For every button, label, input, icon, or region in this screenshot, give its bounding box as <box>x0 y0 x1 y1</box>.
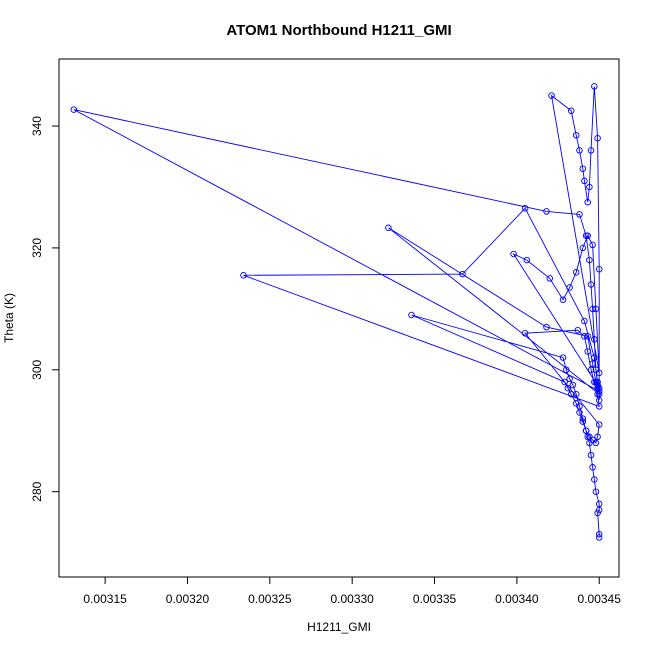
data-point <box>543 208 550 215</box>
data-point <box>579 165 587 172</box>
y-axis: 280 300 320 340 <box>30 116 60 502</box>
data-point <box>561 378 568 386</box>
plot-frame <box>58 58 620 578</box>
data-point <box>592 305 600 313</box>
data-point <box>589 305 596 313</box>
data-point <box>591 476 598 483</box>
data-point <box>582 427 590 434</box>
data-point <box>595 421 603 428</box>
data-point <box>591 354 598 361</box>
data-point <box>595 397 603 404</box>
y-tick-label: 280 <box>30 481 44 501</box>
data-point <box>576 147 583 154</box>
data-point <box>559 354 567 361</box>
x-tick-label: 0.00325 <box>248 592 292 606</box>
data-point <box>595 390 603 398</box>
data-point <box>589 464 596 471</box>
data-point <box>595 265 603 273</box>
data-point <box>594 381 601 389</box>
data-point <box>586 183 593 191</box>
data-point <box>521 205 529 212</box>
data-point <box>543 323 550 331</box>
x-tick-label: 0.00345 <box>578 592 622 606</box>
data-point <box>385 224 392 232</box>
data-point <box>574 326 582 334</box>
x-axis-label: H1211_GMI <box>307 620 371 634</box>
data-point <box>459 270 466 278</box>
data-point <box>584 433 591 441</box>
data-point <box>587 451 595 459</box>
data-point <box>521 329 529 337</box>
data-point <box>581 317 588 325</box>
data-point <box>579 418 587 425</box>
data-point <box>510 250 517 258</box>
data-point <box>581 177 588 185</box>
data-point <box>595 403 603 410</box>
data-point <box>566 284 573 291</box>
data-point <box>548 92 555 99</box>
data-point <box>584 232 591 239</box>
data-point <box>589 241 596 249</box>
data-point <box>589 360 596 367</box>
x-tick-label: 0.00340 <box>495 592 539 606</box>
data-point <box>595 534 603 541</box>
x-tick-label: 0.00320 <box>166 592 210 606</box>
data-point <box>581 333 588 340</box>
data-point <box>584 333 591 340</box>
data-point <box>587 366 595 374</box>
data-point <box>591 336 598 343</box>
data-point <box>595 506 603 514</box>
data-point <box>594 134 601 142</box>
data-point <box>584 348 591 355</box>
data-point <box>579 244 587 252</box>
data-point <box>591 83 598 90</box>
data-point <box>566 375 573 383</box>
data-point <box>595 369 603 377</box>
data-point <box>572 269 580 276</box>
data-point <box>579 415 587 422</box>
data-point <box>567 107 575 115</box>
data-point <box>595 387 603 395</box>
data-point <box>595 531 603 538</box>
x-tick-label: 0.00315 <box>83 592 127 606</box>
data-point <box>587 147 595 154</box>
data-point <box>408 311 415 319</box>
y-axis-label: Theta (K) <box>2 293 16 343</box>
series-line <box>73 86 601 538</box>
data-point <box>587 281 595 288</box>
data-point <box>594 378 601 386</box>
data-point <box>546 275 554 282</box>
data-point <box>569 381 577 389</box>
y-tick-label: 320 <box>30 238 44 258</box>
x-axis: 0.00315 0.00320 0.00325 0.00330 0.00335 0.003… <box>83 576 622 606</box>
data-point <box>595 500 603 508</box>
data-series <box>70 83 603 541</box>
y-tick-label: 300 <box>30 359 44 379</box>
data-point <box>559 296 567 303</box>
x-tick-label: 0.00330 <box>330 592 374 606</box>
data-point <box>240 272 247 279</box>
x-tick-label: 0.00335 <box>413 592 457 606</box>
data-point <box>594 433 601 441</box>
data-point <box>576 409 583 416</box>
data-point <box>572 131 580 139</box>
chart-title: ATOM1 Northbound H1211_GMI <box>226 22 451 39</box>
data-point <box>592 488 600 495</box>
data-point <box>70 106 78 113</box>
data-point <box>563 366 570 374</box>
data-point <box>523 256 531 264</box>
data-point <box>584 198 591 206</box>
y-tick-label: 340 <box>30 116 44 136</box>
data-point <box>576 211 583 218</box>
data-point <box>592 439 600 447</box>
data-point <box>572 400 580 407</box>
data-point <box>564 384 572 392</box>
data-point <box>567 390 575 398</box>
data-point <box>586 256 593 264</box>
data-point <box>572 390 580 398</box>
data-point <box>595 384 603 392</box>
